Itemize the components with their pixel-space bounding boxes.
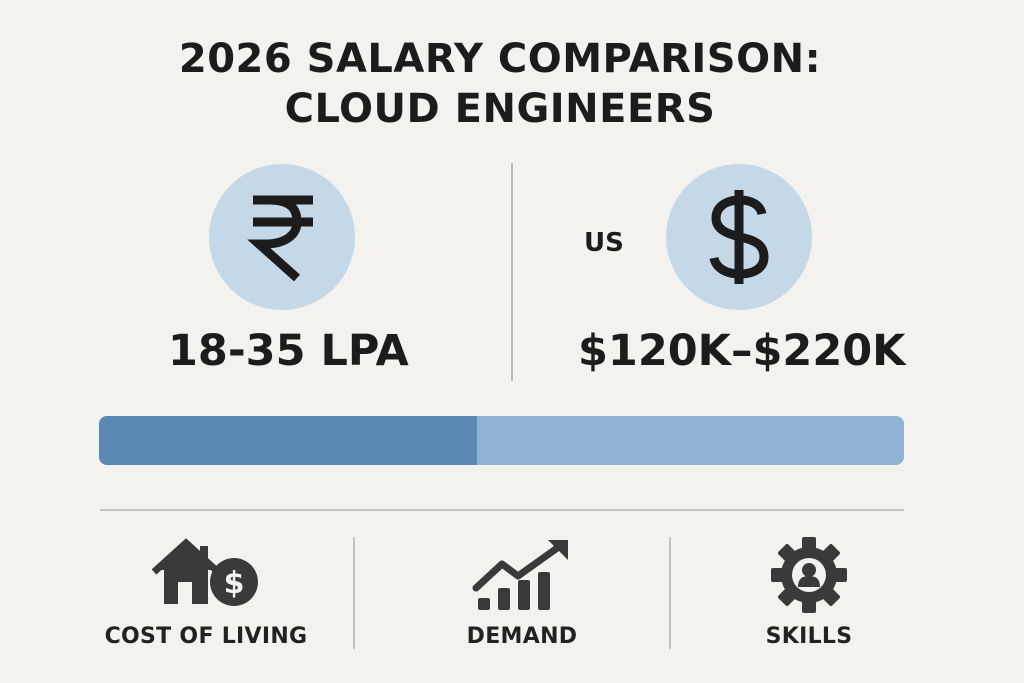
dollar-coin	[666, 164, 812, 310]
rupee-coin	[209, 164, 355, 310]
us-label: US	[584, 228, 624, 258]
svg-text:$: $	[224, 566, 245, 601]
factor-label: COST OF LIVING	[104, 624, 308, 649]
gear-person-icon	[771, 537, 847, 613]
factor-label: SKILLS	[765, 624, 853, 649]
factor-label: DEMAND	[466, 624, 578, 649]
title-line-1: 2026 SALARY COMPARISON:	[178, 36, 822, 82]
factor-skills: SKILLS	[699, 536, 919, 666]
factor-demand: DEMAND	[412, 536, 632, 666]
dollar-icon	[709, 190, 769, 284]
house-dollar-icon: $	[151, 538, 258, 606]
comparison-bar-fill	[99, 416, 478, 465]
center-divider	[511, 163, 513, 381]
comparison-bar	[99, 416, 904, 465]
growth-chart-icon	[472, 540, 568, 610]
india-salary: 18-35 LPA	[168, 326, 409, 376]
us-salary: $120K–$220K	[578, 326, 906, 376]
page-title: 2026 SALARY COMPARISON: CLOUD ENGINEERS	[0, 34, 1000, 134]
factor-divider	[669, 537, 671, 649]
rupee-icon	[247, 195, 313, 282]
title-line-2: CLOUD ENGINEERS	[284, 86, 716, 132]
factor-divider	[353, 537, 355, 649]
factor-cost-of-living: $ COST OF LIVING	[96, 536, 316, 666]
section-divider	[100, 509, 904, 511]
